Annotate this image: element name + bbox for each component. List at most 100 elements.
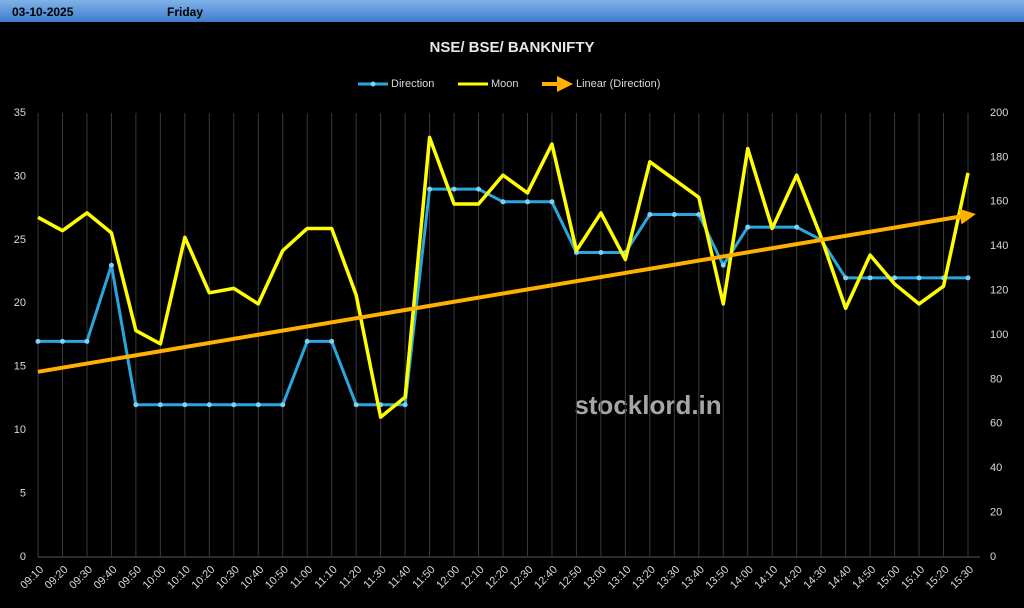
x-tick-label: 10:10 (165, 564, 193, 592)
x-tick-label: 12:30 (508, 564, 536, 592)
y2-tick-label: 0 (990, 551, 996, 563)
x-tick-label: 12:10 (459, 564, 487, 592)
header-date: 03-10-2025 (12, 5, 74, 19)
y2-tick-label: 200 (990, 107, 1008, 119)
legend-label: Moon (491, 78, 519, 90)
y2-tick-label: 160 (990, 196, 1008, 208)
point (427, 186, 433, 192)
x-tick-label: 14:20 (777, 564, 805, 592)
x-tick-label: 09:30 (67, 564, 95, 592)
x-tick-label: 13:20 (630, 564, 658, 592)
point (745, 224, 751, 230)
y-tick-label: 35 (14, 107, 26, 119)
point (133, 402, 139, 408)
point (671, 211, 677, 217)
y-tick-label: 0 (20, 551, 26, 563)
point (402, 402, 408, 408)
x-tick-label: 11:50 (410, 564, 437, 591)
y-tick-label: 15 (14, 361, 26, 373)
x-tick-label: 14:30 (801, 564, 829, 592)
x-tick-label: 10:00 (141, 564, 169, 592)
y-tick-label: 20 (14, 297, 26, 309)
point (255, 402, 261, 408)
x-tick-label: 12:20 (483, 564, 511, 592)
point (696, 211, 702, 217)
point (35, 338, 41, 344)
point (231, 402, 237, 408)
point (476, 186, 482, 192)
x-tick-label: 14:00 (728, 564, 756, 592)
legend-marker (370, 81, 376, 87)
header-day: Friday (167, 5, 203, 19)
point (965, 275, 971, 281)
point (867, 275, 873, 281)
point (892, 275, 898, 281)
x-tick-label: 10:20 (190, 564, 218, 592)
point (549, 199, 555, 205)
x-tick-label: 13:30 (655, 564, 683, 592)
x-tick-label: 12:50 (557, 564, 585, 592)
x-tick-label: 10:50 (263, 564, 291, 592)
x-tick-label: 11:20 (337, 564, 364, 591)
point (280, 402, 286, 408)
y2-tick-label: 60 (990, 418, 1002, 430)
chart-title: NSE/ BSE/ BANKNIFTY (429, 39, 594, 56)
y-tick-label: 30 (14, 170, 26, 182)
x-tick-label: 15:20 (924, 564, 952, 592)
y2-tick-label: 120 (990, 285, 1008, 297)
x-tick-label: 10:40 (238, 564, 266, 592)
x-tick-label: 09:20 (43, 564, 71, 592)
x-tick-label: 14:40 (826, 564, 854, 592)
y2-tick-label: 20 (990, 507, 1002, 519)
x-tick-label: 14:50 (850, 564, 878, 592)
y2-tick-label: 100 (990, 329, 1008, 341)
point (843, 275, 849, 281)
trendline (37, 208, 976, 374)
x-tick-label: 11:10 (312, 564, 339, 591)
y-tick-label: 5 (20, 487, 26, 499)
point (451, 186, 457, 192)
point (84, 338, 90, 344)
watermark: stocklord.in (574, 390, 721, 420)
point (353, 402, 359, 408)
y2-tick-label: 140 (990, 240, 1008, 252)
x-tick-label: 11:30 (361, 564, 388, 591)
x-tick-label: 15:30 (948, 564, 976, 592)
x-tick-label: 11:40 (386, 564, 413, 591)
point (916, 275, 922, 281)
x-tick-label: 12:00 (434, 564, 462, 592)
point (720, 262, 726, 268)
y2-tick-label: 40 (990, 462, 1002, 474)
point (157, 402, 163, 408)
legend-label: Direction (391, 78, 434, 90)
x-tick-label: 12:40 (532, 564, 560, 592)
point (524, 199, 530, 205)
point (108, 262, 114, 268)
x-tick-label: 13:00 (581, 564, 609, 592)
x-tick-label: 09:40 (92, 564, 120, 592)
y2-tick-label: 80 (990, 373, 1002, 385)
point (329, 338, 335, 344)
x-tick-label: 14:10 (752, 564, 780, 592)
x-tick-label: 15:10 (899, 564, 927, 592)
point (59, 338, 65, 344)
x-tick-label: 10:30 (214, 564, 242, 592)
y2-tick-label: 180 (990, 151, 1008, 163)
x-tick-label: 13:40 (679, 564, 707, 592)
x-tick-label: 09:50 (116, 564, 144, 592)
y-tick-label: 25 (14, 234, 26, 246)
point (206, 402, 212, 408)
point (304, 338, 310, 344)
legend-label: Linear (Direction) (576, 78, 660, 90)
header-bar (0, 0, 1024, 22)
x-tick-label: 15:00 (875, 564, 903, 592)
x-tick-label: 13:10 (606, 564, 634, 592)
point (598, 250, 604, 256)
series-line (37, 135, 970, 419)
point (182, 402, 188, 408)
y-tick-label: 10 (14, 424, 26, 436)
x-tick-label: 11:00 (288, 564, 315, 591)
point (500, 199, 506, 205)
x-tick-label: 13:50 (703, 564, 731, 592)
